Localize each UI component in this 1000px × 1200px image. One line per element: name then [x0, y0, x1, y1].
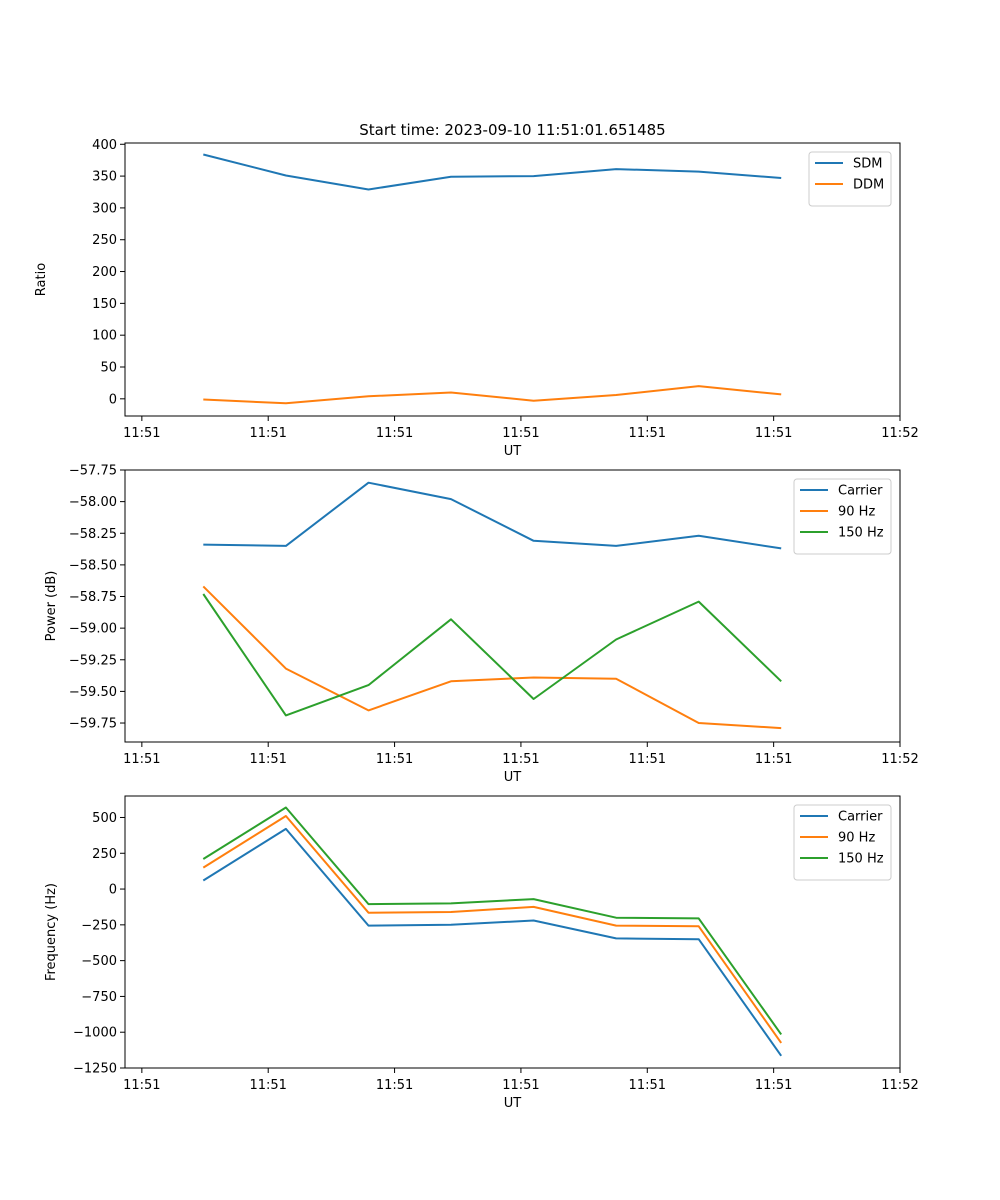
chart-2-legend-label: Carrier [838, 484, 883, 499]
chart-1: 11:51 11:51 11:51 11:51 11:51 11:51 11:52 0 50 10… [34, 121, 919, 459]
chart-2-y-tick-label: −59.25 [69, 653, 117, 668]
chart-3-legend-label: Carrier [838, 810, 883, 825]
chart-2-series-carrier-line [203, 481, 782, 550]
chart-1-title: Start time: 2023-09-10 11:51:01.651485 [359, 121, 665, 139]
chart-2-y-tick-label: −59.50 [69, 685, 117, 700]
chart-1-x-tick-label: 11:51 [629, 426, 666, 441]
chart-2-legend-box [793, 478, 892, 555]
chart-2-x-tick-label: 11:51 [629, 752, 666, 767]
chart-2-y-axis-label: Power (dB) [44, 571, 59, 642]
chart-3-series-150-hz-line [202, 806, 783, 1035]
chart-3-x-axis-label: UT [504, 1096, 522, 1111]
chart-3-x-tick-label: 11:51 [755, 1078, 792, 1093]
chart-3-y-tick-label: −750 [81, 990, 117, 1005]
chart-3-series-carrier-line [202, 827, 783, 1057]
chart-2-x-tick-label: 11:51 [123, 752, 160, 767]
chart-1-x-tick-label: 11:51 [123, 426, 160, 441]
chart-2-series-90-hz-line [202, 585, 782, 730]
chart-2-x-tick-label: 11:51 [376, 752, 413, 767]
chart-1-y-tick-label: 0 [109, 392, 117, 407]
chart-3-legend-box [793, 804, 892, 881]
chart-2-x-axis-label: UT [504, 770, 522, 785]
chart-1-y-tick-label: 150 [92, 297, 117, 312]
chart-2-y-tick-label: −57.75 [69, 464, 117, 479]
chart-1-y-tick-label: 300 [92, 201, 117, 216]
chart-3-legend-label: 90 Hz [838, 831, 875, 846]
chart-1-x-tick-label: 11:51 [755, 426, 792, 441]
chart-3: 11:51 11:51 11:51 11:51 11:51 11:51 11:52 −1250… [44, 795, 919, 1111]
chart-1-y-axis-label: Ratio [34, 263, 49, 296]
chart-1-x-tick-label: 11:51 [376, 426, 413, 441]
chart-1-y-tick-label: 50 [100, 361, 117, 376]
chart-1-y-tick-label: 200 [92, 265, 117, 280]
chart-2-x-tick-label: 11:51 [249, 752, 286, 767]
chart-3-y-tick-label: −500 [81, 954, 117, 969]
chart-1-x-tick-label: 11:52 [881, 426, 918, 441]
chart-3-axes-frame [124, 795, 901, 1069]
chart-3-y-tick-label: 250 [92, 847, 117, 862]
chart-2-y-tick-label: −58.25 [69, 527, 117, 542]
chart-3-y-axis-label: Frequency (Hz) [44, 883, 59, 981]
chart-3-x-tick-label: 11:51 [376, 1078, 413, 1093]
chart-2-y-tick-label: −58.75 [69, 590, 117, 605]
chart-2: 11:51 11:51 11:51 11:51 11:51 11:51 11:52 −59.7… [44, 464, 919, 786]
chart-2-legend-label: 150 Hz [838, 526, 884, 541]
chart-1-series-sdm-line [203, 153, 782, 191]
chart-3-x-tick-label: 11:52 [881, 1078, 918, 1093]
chart-1-x-tick-label: 11:51 [249, 426, 286, 441]
chart-3-y-tick-label: 0 [109, 883, 117, 898]
chart-2-y-tick-label: −58.50 [69, 558, 117, 573]
chart-3-legend-label: 150 Hz [838, 852, 884, 867]
chart-1-x-axis-label: UT [504, 444, 522, 459]
chart-3-x-tick-label: 11:51 [123, 1078, 160, 1093]
chart-3-x-tick-label: 11:51 [502, 1078, 539, 1093]
chart-1-legend-label: SDM [853, 157, 882, 172]
chart-3-y-tick-label: −1000 [73, 1026, 117, 1041]
chart-2-x-tick-label: 11:52 [881, 752, 918, 767]
chart-1-y-tick-label: 250 [92, 233, 117, 248]
chart-1-y-tick-label: 100 [92, 329, 117, 344]
chart-2-series-150-hz-line [202, 593, 782, 717]
chart-1-legend-label: DDM [853, 178, 884, 193]
chart-2-x-tick-label: 11:51 [755, 752, 792, 767]
chart-3-series-90-hz-line [202, 815, 783, 1044]
chart-3-x-tick-label: 11:51 [629, 1078, 666, 1093]
chart-3-x-tick-label: 11:51 [249, 1078, 286, 1093]
chart-1-axes-frame [124, 142, 901, 417]
chart-2-x-tick-label: 11:51 [502, 752, 539, 767]
chart-1-y-tick-label: 400 [92, 138, 117, 153]
chart-1-x-tick-label: 11:51 [502, 426, 539, 441]
chart-2-axes-frame [124, 469, 901, 743]
chart-3-y-tick-label: −1250 [73, 1062, 117, 1077]
chart-2-y-tick-label: −59.75 [69, 717, 117, 732]
chart-2-legend-label: 90 Hz [838, 505, 875, 520]
chart-2-y-tick-label: −59.00 [69, 622, 117, 637]
chart-2-y-tick-label: −58.00 [69, 495, 117, 510]
chart-1-series-ddm-line [203, 385, 782, 405]
chart-3-y-tick-label: −250 [81, 918, 117, 933]
chart-1-legend-box [808, 151, 892, 207]
chart-1-y-tick-label: 350 [92, 170, 117, 185]
chart-3-y-tick-label: 500 [92, 811, 117, 826]
